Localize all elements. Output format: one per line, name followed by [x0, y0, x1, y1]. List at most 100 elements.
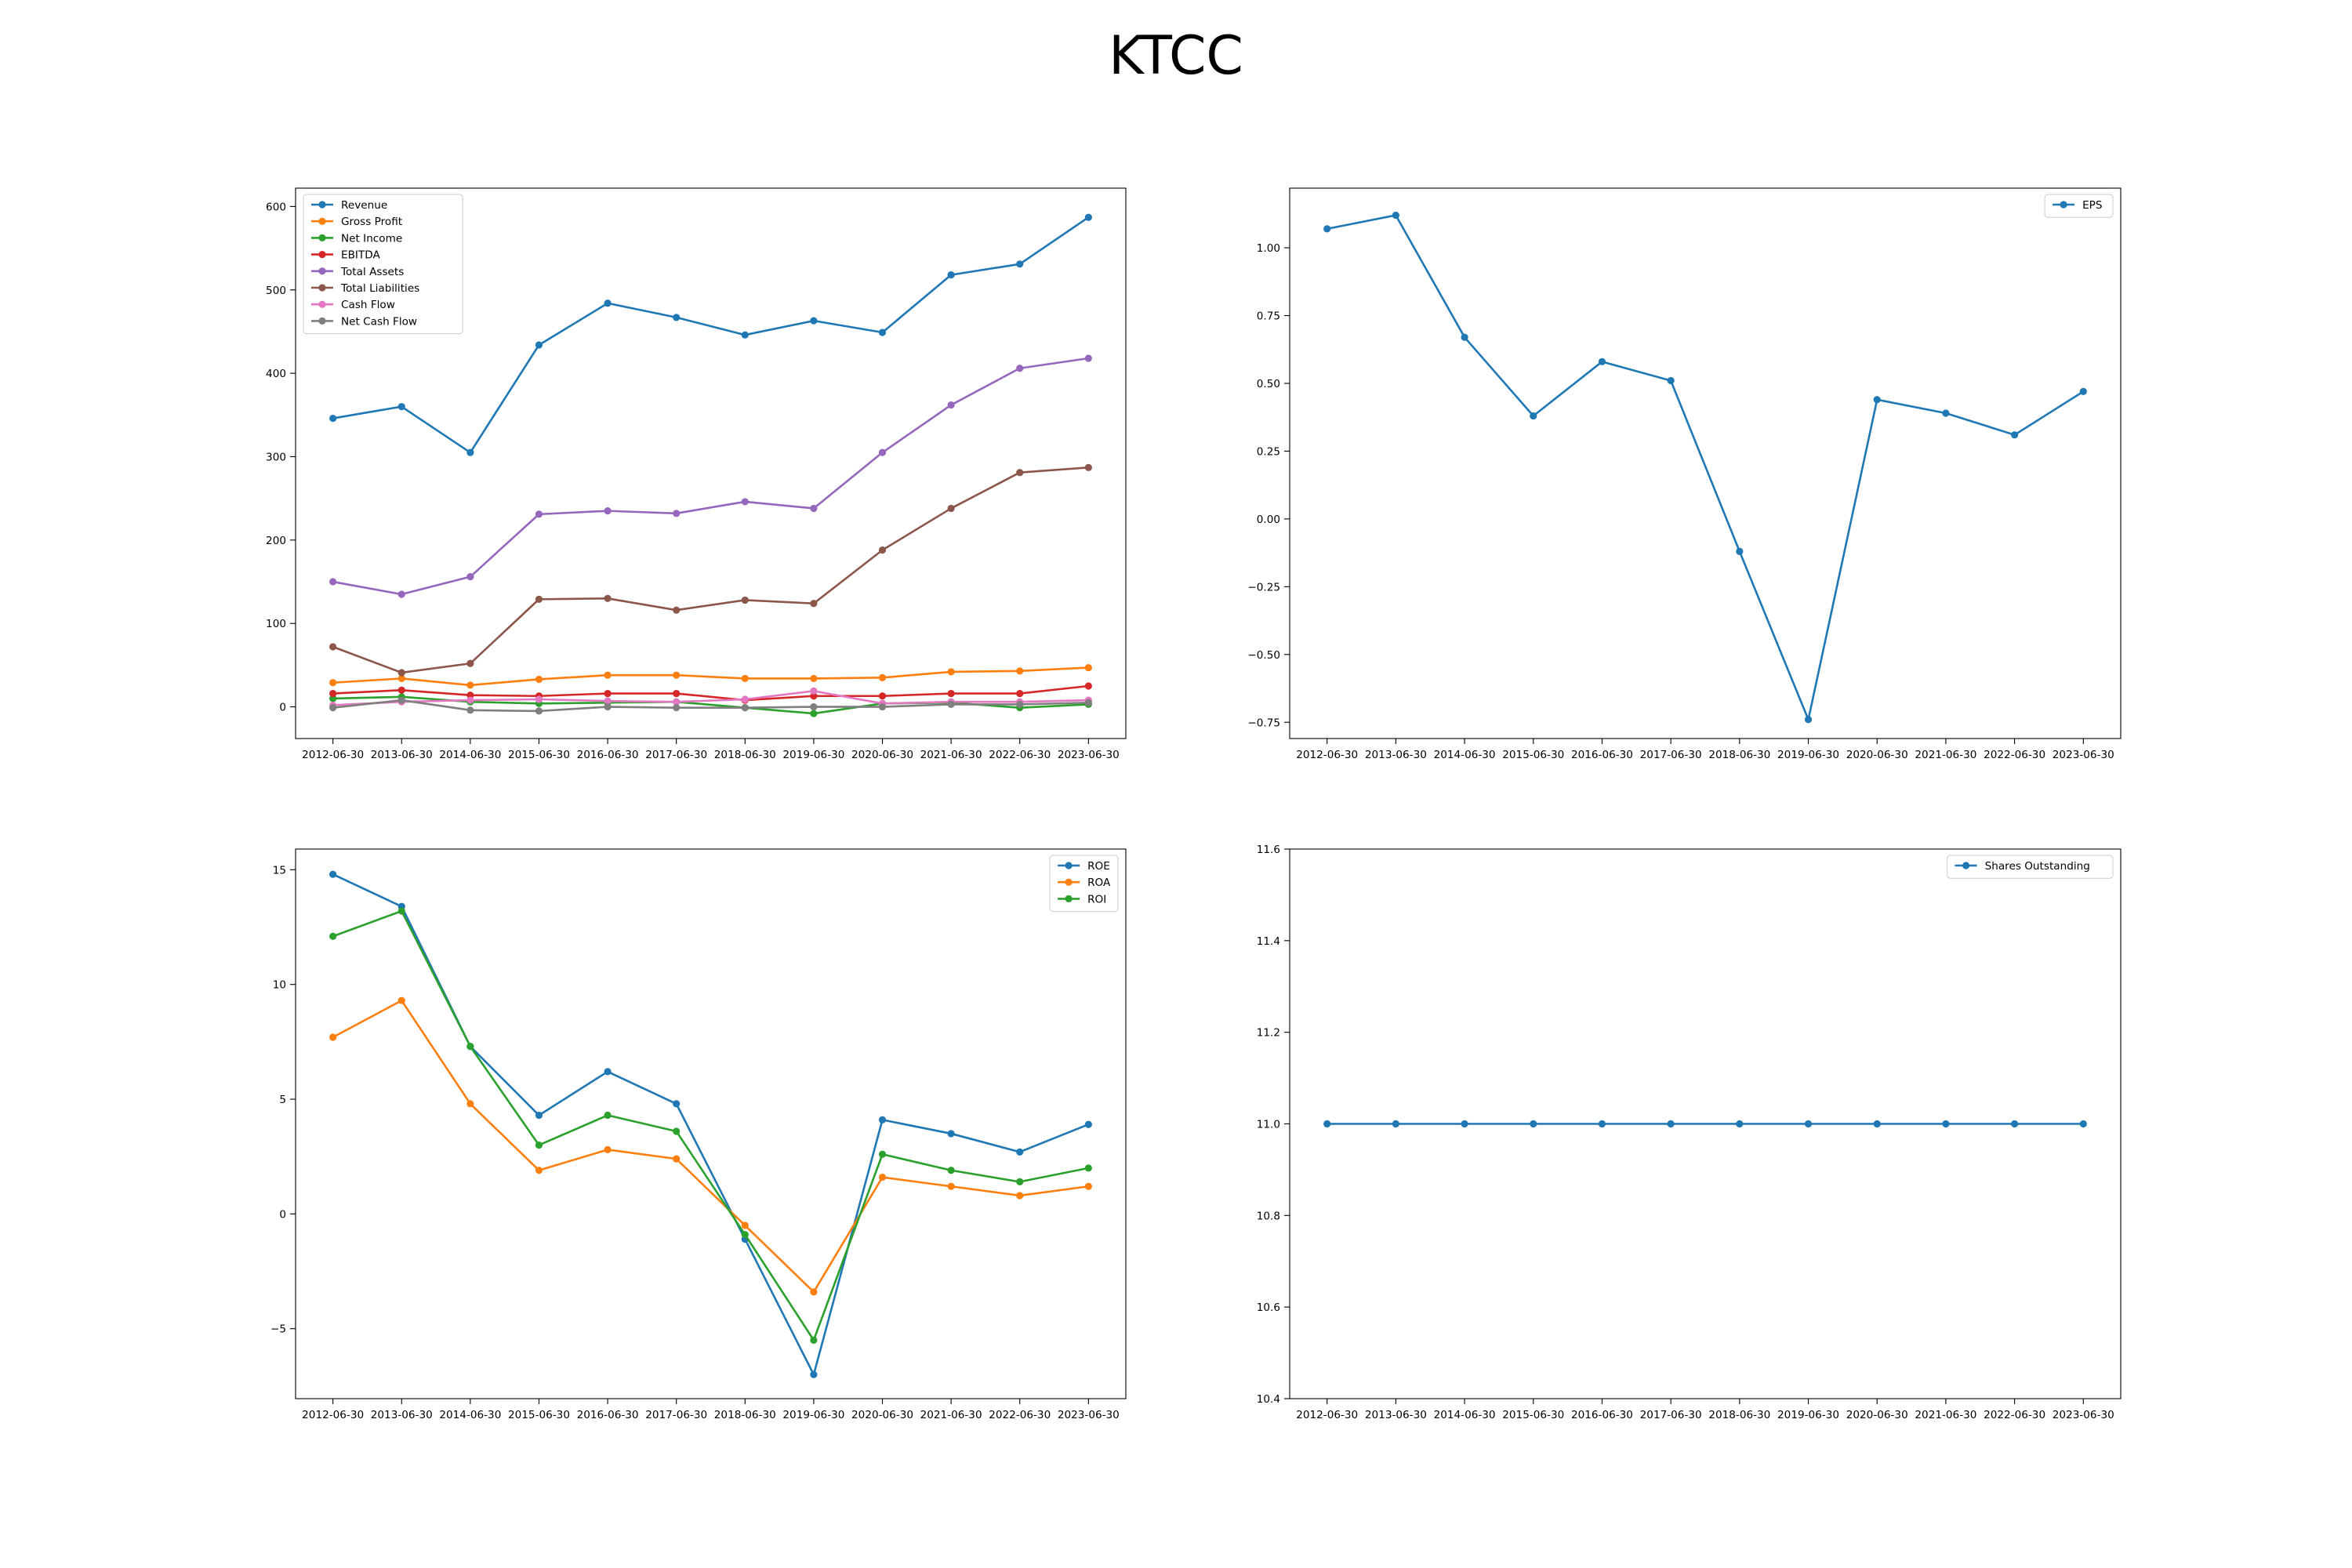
data-point: [878, 673, 887, 681]
data-point: [1016, 667, 1024, 675]
y-tick-label: −0.25: [1247, 581, 1280, 593]
series-line: [332, 357, 1089, 596]
data-point: [741, 596, 749, 604]
data-point: [535, 695, 543, 703]
data-point: [2079, 1120, 2087, 1128]
data-point: [604, 1068, 612, 1076]
data-point: [947, 271, 955, 279]
data-point: [535, 341, 543, 349]
series-total-liabilities: [329, 463, 1092, 677]
y-tick-label: 10: [273, 979, 286, 992]
data-point: [741, 498, 749, 506]
x-tick-label: 2023-06-30: [1058, 749, 1120, 761]
data-point: [878, 1173, 887, 1181]
y-tick-label: 200: [266, 535, 286, 547]
data-point: [878, 1150, 887, 1158]
series-line: [332, 999, 1089, 1294]
x-tick-label: 2014-06-30: [439, 1409, 501, 1421]
data-point: [878, 328, 887, 336]
data-point: [878, 692, 887, 700]
plot-frame: [295, 848, 1127, 1399]
x-tick-label: 2017-06-30: [1640, 1409, 1702, 1421]
data-point: [741, 695, 749, 703]
data-point: [741, 1221, 749, 1229]
legend-marker: [1065, 878, 1073, 886]
plot-frame: [1289, 848, 2122, 1399]
x-tick-label: 2014-06-30: [1434, 749, 1496, 761]
x-tick-label: 2018-06-30: [714, 749, 776, 761]
x-tick-label: 2012-06-30: [302, 749, 364, 761]
data-point: [329, 578, 337, 586]
data-point: [741, 331, 749, 339]
y-tick-label: 5: [279, 1094, 286, 1106]
series-line: [332, 666, 1089, 687]
series-line: [332, 466, 1089, 674]
legend-box: [1947, 855, 2114, 879]
series-line: [332, 699, 1089, 713]
series-line: [332, 216, 1090, 454]
x-tick-label: 2013-06-30: [371, 749, 433, 761]
data-point: [329, 643, 337, 651]
data-point: [1084, 1120, 1092, 1128]
x-tick-label: 2021-06-30: [920, 749, 982, 761]
data-point: [673, 1127, 681, 1135]
x-tick-label: 2015-06-30: [1502, 1409, 1564, 1421]
x-tick-label: 2020-06-30: [1846, 749, 1908, 761]
y-tick-label: 600: [266, 201, 286, 213]
legend-label: Cash Flow: [341, 299, 395, 311]
data-point: [1530, 412, 1537, 420]
series-shares-outstanding: [1323, 1120, 2087, 1128]
legend-marker: [318, 251, 326, 259]
data-point: [466, 696, 474, 704]
data-point: [604, 1145, 612, 1154]
y-tick-label: 500: [266, 285, 286, 297]
legend-label: EBITDA: [341, 249, 380, 262]
y-tick-label: 0: [279, 702, 286, 714]
x-tick-label: 2018-06-30: [1708, 749, 1770, 761]
data-point: [1530, 1120, 1537, 1128]
data-point: [1323, 225, 1331, 233]
data-point: [1942, 409, 1950, 417]
plot-frame: [1289, 187, 2122, 739]
y-tick-label: 0.00: [1257, 514, 1280, 526]
x-tick-label: 2014-06-30: [439, 749, 501, 761]
y-tick-label: 11.6: [1257, 844, 1280, 856]
x-tick-label: 2023-06-30: [2053, 749, 2114, 761]
legend-marker: [318, 317, 326, 325]
data-point: [397, 996, 405, 1004]
data-point: [466, 1100, 474, 1108]
chart-4: 2012-06-30 2013-06-30 2014-06-30 2015-06-30…: [1257, 844, 2122, 1421]
x-tick-label: 2021-06-30: [920, 1409, 982, 1421]
data-point: [397, 669, 405, 677]
data-point: [947, 689, 955, 698]
y-tick-label: 0.50: [1257, 378, 1280, 390]
series-net-cash-flow: [329, 696, 1092, 715]
data-point: [535, 707, 543, 715]
legend-label: EPS: [2082, 199, 2102, 212]
data-point: [1084, 699, 1092, 706]
data-point: [810, 317, 818, 325]
data-point: [741, 1231, 749, 1239]
y-tick-label: 300: [266, 451, 286, 463]
data-point: [1736, 1120, 1744, 1128]
data-point: [1873, 1120, 1881, 1128]
series-roe: [329, 870, 1092, 1378]
data-point: [466, 1043, 474, 1051]
data-point: [535, 1167, 543, 1174]
data-point: [2011, 1120, 2019, 1128]
data-point: [1392, 1120, 1399, 1128]
data-point: [397, 674, 405, 683]
data-point: [741, 674, 749, 683]
y-tick-label: −0.75: [1247, 717, 1280, 729]
legend-marker: [318, 201, 326, 209]
data-point: [1084, 354, 1092, 362]
data-point: [878, 702, 887, 711]
data-point: [810, 687, 818, 695]
data-point: [466, 681, 474, 689]
data-point: [604, 594, 612, 602]
data-point: [466, 691, 474, 699]
x-tick-label: 2013-06-30: [1365, 1409, 1427, 1421]
x-tick-label: 2019-06-30: [782, 749, 844, 761]
series-roi: [329, 907, 1092, 1344]
legend-marker: [1065, 862, 1073, 869]
